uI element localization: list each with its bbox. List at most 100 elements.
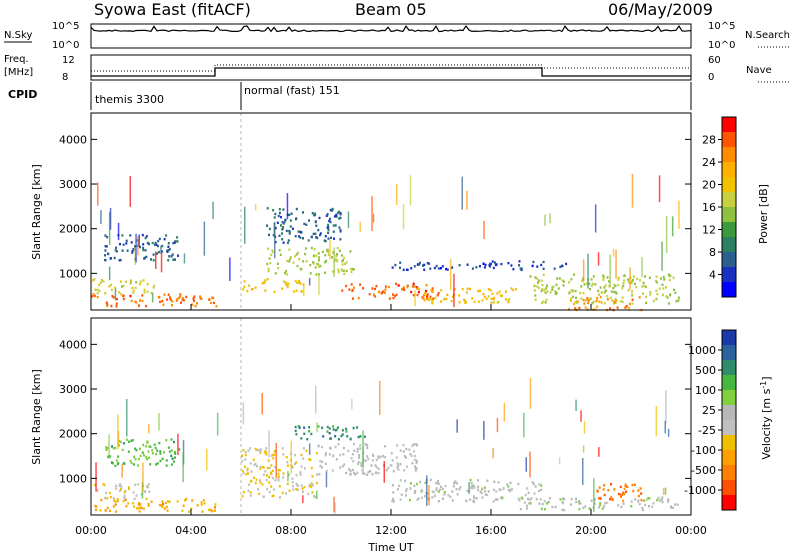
power-cell	[491, 260, 494, 263]
power-cell	[469, 287, 471, 291]
power-cell	[326, 248, 329, 251]
velocity-cell	[451, 490, 454, 493]
velocity-cell	[541, 502, 544, 506]
power-cell	[518, 264, 520, 267]
velocity-cell	[641, 506, 644, 510]
velocity-cell	[105, 446, 108, 449]
velocity-cell	[356, 450, 359, 453]
velocity-cell	[578, 500, 581, 503]
power-cell	[305, 260, 308, 263]
power-cell	[359, 283, 362, 286]
velocity-streak	[308, 443, 311, 455]
power-cell	[536, 285, 539, 288]
power-cell	[212, 296, 215, 300]
velocity-streak	[315, 385, 317, 414]
power-cell	[325, 259, 328, 263]
power-cell	[298, 281, 301, 284]
power-cell	[587, 301, 589, 305]
power-cell	[154, 241, 157, 245]
velocity-cell	[443, 491, 446, 494]
power-cell	[545, 287, 548, 290]
velocity-cell	[114, 464, 117, 468]
velocity-cell	[319, 464, 322, 468]
velocity-cell	[426, 492, 429, 495]
velocity-cell	[134, 447, 137, 450]
velocity-cell	[115, 484, 118, 487]
power-cell	[371, 287, 374, 290]
velocity-cell	[396, 466, 399, 469]
power-cell	[412, 294, 415, 297]
velocity-cell	[366, 473, 369, 476]
velocity-cell	[246, 467, 249, 471]
velocity-cell	[607, 489, 610, 492]
velocity-cell	[124, 498, 127, 501]
power-cell	[436, 294, 439, 297]
power-cell	[630, 281, 633, 285]
power-streak	[461, 176, 463, 210]
velocity-cell	[303, 467, 306, 470]
velocity-cell	[137, 464, 140, 467]
velocity-streak	[456, 419, 458, 433]
power-cell	[215, 305, 218, 308]
power-cell	[439, 267, 442, 270]
velocity-cell	[295, 488, 298, 491]
power-cell	[278, 208, 281, 211]
velocity-cell	[171, 463, 174, 466]
velocity-cell	[377, 455, 380, 458]
velocity-cell	[170, 454, 173, 458]
power-cell	[281, 287, 284, 290]
power-cell	[471, 267, 474, 270]
velocity-cell	[527, 491, 530, 494]
velocity-cell	[261, 466, 264, 469]
power-cell	[632, 279, 634, 282]
velocity-cell	[121, 448, 124, 452]
power-cell	[337, 270, 340, 274]
velocity-cell	[414, 465, 416, 468]
velocity-cell	[495, 490, 498, 493]
power-cell	[642, 284, 645, 287]
power-cell	[426, 296, 429, 300]
power-cell	[134, 300, 137, 303]
power-cell	[636, 277, 639, 281]
power-cell	[327, 223, 330, 227]
velocity-streak	[667, 428, 670, 437]
power-panel-frame	[90, 112, 692, 311]
power-cell	[507, 300, 510, 304]
velocity-cell	[277, 477, 280, 481]
velocity-cell	[519, 507, 522, 511]
velocity-cell	[384, 456, 387, 459]
velocity-cell	[106, 506, 109, 510]
power-colorbar-segment	[722, 177, 736, 193]
power-cell	[139, 282, 142, 286]
velocity-streak	[121, 464, 123, 478]
velocity-colorbar-segment	[722, 360, 736, 376]
velocity-cell	[273, 453, 276, 456]
velocity-cell	[242, 449, 245, 452]
velocity-cell	[353, 449, 356, 452]
velocity-cell	[349, 437, 352, 440]
velocity-cell	[138, 510, 141, 513]
velocity-cell	[257, 448, 260, 452]
freq-unit-label: [MHz]	[4, 67, 33, 78]
velocity-title-main: Velocity [m s	[760, 388, 773, 459]
power-cell	[94, 288, 97, 292]
power-cell	[435, 264, 438, 268]
velocity-cell	[297, 425, 300, 428]
power-streak	[402, 204, 405, 230]
power-cell	[395, 282, 398, 286]
power-cell	[341, 254, 343, 257]
power-colorbar-segment	[722, 132, 736, 148]
power-cell	[501, 294, 503, 298]
power-cell	[172, 258, 175, 261]
velocity-cell	[294, 425, 297, 429]
power-cell	[314, 220, 317, 223]
velocity-cell	[146, 457, 148, 461]
velocity-cell	[259, 481, 262, 484]
power-cell	[159, 300, 162, 304]
power-cell	[622, 274, 625, 278]
velocity-cell	[369, 469, 372, 473]
time-tick-label: 20:00	[575, 524, 607, 537]
power-cell	[286, 284, 289, 287]
velocity-cell	[200, 501, 203, 504]
power-cell	[143, 288, 146, 292]
